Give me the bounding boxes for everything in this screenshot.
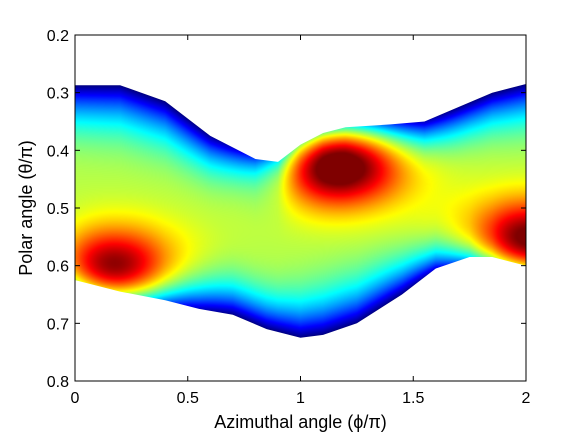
axis-ticks: 0 0.5 1 1.5 2 0.2 0.3 0.4 0.5 0.6 0.7 0.8 [47, 28, 531, 407]
y-tick-label: 0.3 [47, 86, 69, 103]
y-axis-label: Polar angle (θ/π) [16, 140, 36, 275]
x-tick-label: 2 [522, 390, 531, 407]
y-tick-label: 0.2 [47, 28, 69, 45]
x-axis-label: Azimuthal angle (ϕ/π) [214, 412, 387, 432]
x-tick-label: 1 [296, 390, 305, 407]
x-tick-label: 0 [71, 390, 80, 407]
y-tick-label: 0.5 [47, 201, 69, 218]
y-tick-label: 0.7 [47, 316, 69, 333]
x-tick-label: 0.5 [177, 390, 199, 407]
y-tick-label: 0.8 [47, 374, 69, 391]
y-tick-label: 0.6 [47, 259, 69, 276]
y-tick-label: 0.4 [47, 143, 69, 160]
x-tick-label: 1.5 [402, 390, 424, 407]
